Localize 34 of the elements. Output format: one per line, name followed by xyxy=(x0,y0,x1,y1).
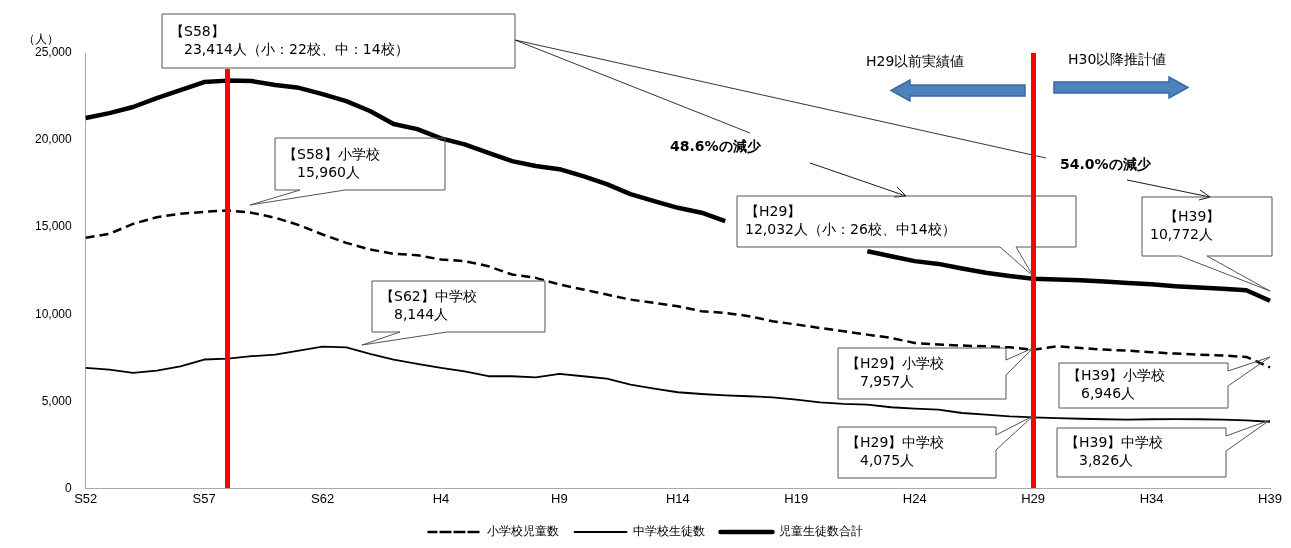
annotation: H29以前実績値 xyxy=(866,52,965,69)
x-tick-label: H39 xyxy=(1258,490,1282,506)
annotation: 【H29】 12,032人（小：26校、中14校） xyxy=(745,203,956,238)
y-axis-title: （人） xyxy=(22,32,59,47)
legend-label: 小学校児童数 xyxy=(486,524,559,539)
annotation: 【H39】小学校 6,946人 xyxy=(1067,367,1166,402)
x-tick-label: H34 xyxy=(1139,490,1164,506)
annotation: 【H39】中学校 3,826人 xyxy=(1065,434,1164,469)
annotation: 【H39】 10,772人 xyxy=(1150,208,1221,243)
y-tick-label: 0 xyxy=(65,480,73,495)
annotation: 48.6%の減少 xyxy=(670,137,762,154)
annotation: H30以降推計値 xyxy=(1068,50,1167,67)
x-tick-label: H24 xyxy=(902,490,927,506)
y-tick-label: 5,000 xyxy=(41,393,73,408)
legend-label: 児童生徒数合計 xyxy=(778,524,863,539)
annotation: 【S58】小学校 15,960人 xyxy=(283,145,380,180)
x-tick-label: S52 xyxy=(74,490,98,506)
x-tick-label: H14 xyxy=(665,490,690,506)
x-tick-label: H19 xyxy=(784,490,809,506)
y-tick-label: 25,000 xyxy=(35,45,73,60)
legend-label: 中学校生徒数 xyxy=(632,524,705,539)
x-tick-label: S57 xyxy=(192,490,216,506)
x-tick-label: H4 xyxy=(432,490,450,506)
y-tick-label: 10,000 xyxy=(35,306,73,321)
x-tick-label: H9 xyxy=(551,490,568,506)
annotation: 【S62】中学校 8,144人 xyxy=(380,288,477,323)
annotation: 【H29】小学校 7,957人 xyxy=(846,355,945,390)
annotation: 【H29】中学校 4,075人 xyxy=(846,434,945,469)
y-tick-label: 20,000 xyxy=(35,132,73,147)
annotation: 【S58】 23,414人（小：22校、中：14校） xyxy=(170,22,409,57)
x-tick-label: H29 xyxy=(1021,490,1046,506)
y-tick-label: 15,000 xyxy=(35,219,73,234)
annotation: 54.0%の減少 xyxy=(1060,155,1152,172)
x-tick-label: S62 xyxy=(310,490,335,506)
